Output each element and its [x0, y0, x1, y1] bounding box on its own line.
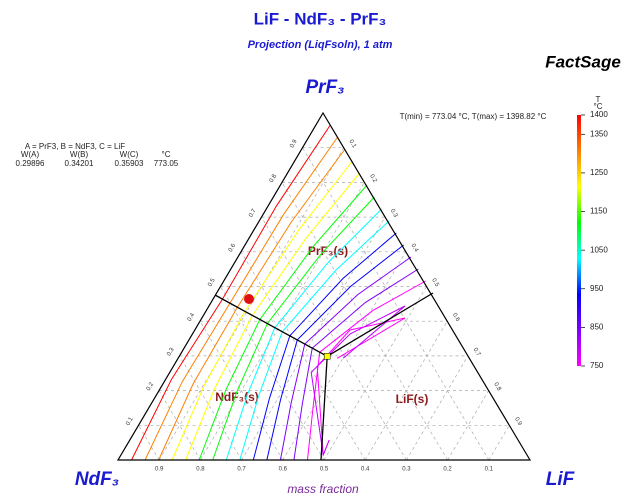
vertex-label: NdF₃ — [75, 469, 119, 490]
grid-line — [158, 390, 201, 461]
tick-label: 0.5 — [320, 467, 329, 473]
isotherm — [310, 305, 406, 457]
grid-line — [241, 216, 386, 461]
phase-boundary — [320, 356, 328, 461]
tick-label: 0.1 — [485, 467, 494, 473]
tick-label: 0.8 — [269, 173, 279, 184]
point-value: 0.35903 — [115, 159, 144, 168]
grid-line — [447, 390, 489, 461]
eutectic-point — [323, 353, 331, 360]
tick-label: 0.5 — [430, 278, 440, 289]
tick-label: 0.6 — [228, 242, 238, 253]
tick-label: 0.4 — [410, 243, 420, 254]
point-value: 0.34201 — [65, 159, 94, 168]
grid-line — [261, 216, 407, 461]
colorbar-tick-label: 750 — [590, 361, 604, 370]
chart-subtitle: Projection (LiqFsoln), 1 atm — [248, 39, 393, 51]
tick-label: 0.8 — [492, 382, 502, 393]
isotherm — [279, 256, 412, 461]
marker — [244, 294, 254, 304]
tick-label: 0.6 — [279, 467, 288, 473]
phase-boundary — [214, 294, 328, 357]
colorbar-tick-label: 1250 — [590, 168, 608, 177]
colorbar-label: T — [596, 95, 601, 104]
tick-label: 0.2 — [443, 467, 452, 473]
isotherm — [171, 160, 353, 461]
point-legend: A = PrF3, B = NdF3, C = LiF — [25, 142, 125, 151]
temperature-range: T(min) = 773.04 °C, T(max) = 1398.82 °C — [400, 112, 547, 121]
tick-label: 0.7 — [248, 208, 258, 219]
phase-label: LiF(s) — [396, 392, 429, 406]
tick-label: 0.3 — [166, 347, 176, 358]
grid-line — [179, 355, 242, 461]
column-header: W(A) — [21, 150, 40, 159]
column-header: W(B) — [70, 150, 89, 159]
chart-title: LiF - NdF₃ - PrF₃ — [254, 9, 387, 28]
tick-label: 0.9 — [513, 416, 523, 427]
tick-label: 0.7 — [472, 347, 482, 358]
isotherm — [316, 317, 406, 456]
point-value: 0.29896 — [16, 159, 45, 168]
tick-label: 0.6 — [451, 312, 461, 323]
phase-boundary — [326, 292, 434, 357]
tick-label: 0.4 — [361, 467, 370, 473]
phase-label: PrF₃(s) — [308, 244, 348, 258]
grid-line — [302, 147, 490, 461]
tick-label: 0.3 — [389, 208, 399, 219]
colorbar-tick-label: 950 — [590, 284, 604, 293]
grid-line — [199, 321, 284, 461]
colorbar-tick-label: 1050 — [590, 245, 608, 254]
point-value: 773.05 — [154, 159, 179, 168]
colorbar-tick-label: 1150 — [590, 207, 608, 216]
grid-line — [323, 286, 427, 461]
colorbar-tick-label: 1350 — [590, 129, 608, 138]
axis-label: mass fraction — [287, 482, 359, 496]
tick-label: 0.4 — [187, 312, 197, 323]
tick-label: 0.1 — [348, 139, 358, 150]
grid-line — [364, 321, 448, 461]
colorbar — [577, 115, 581, 366]
tick-label: 0.1 — [125, 416, 135, 427]
tick-label: 0.8 — [196, 467, 205, 473]
grid-line — [282, 251, 407, 461]
tick-label: 0.7 — [237, 467, 246, 473]
grid-line — [406, 355, 469, 461]
triangle-outline — [116, 111, 532, 461]
colorbar-tick-label: 850 — [590, 322, 604, 331]
colorbar-tick-label: 1400 — [590, 110, 608, 119]
isotherm — [225, 208, 383, 461]
vertex-label: LiF — [546, 469, 576, 490]
tick-label: 0.2 — [146, 381, 156, 392]
tick-label: 0.5 — [207, 277, 217, 288]
column-header: W(C) — [120, 150, 139, 159]
grid-line — [488, 425, 510, 461]
tick-label: 0.3 — [402, 467, 411, 473]
tick-label: 0.9 — [155, 467, 164, 473]
brand: FactSage — [545, 52, 621, 71]
grid-line — [240, 251, 366, 461]
grid-line — [138, 425, 160, 461]
grid-line — [220, 286, 325, 461]
colorbar-label: °C — [594, 102, 603, 111]
tick-label: 0.9 — [289, 138, 299, 149]
column-header: °C — [162, 150, 171, 159]
grid-line — [158, 147, 345, 461]
tick-label: 0.2 — [368, 174, 378, 185]
isotherm — [144, 136, 339, 461]
vertex-label: PrF₃ — [305, 77, 344, 98]
